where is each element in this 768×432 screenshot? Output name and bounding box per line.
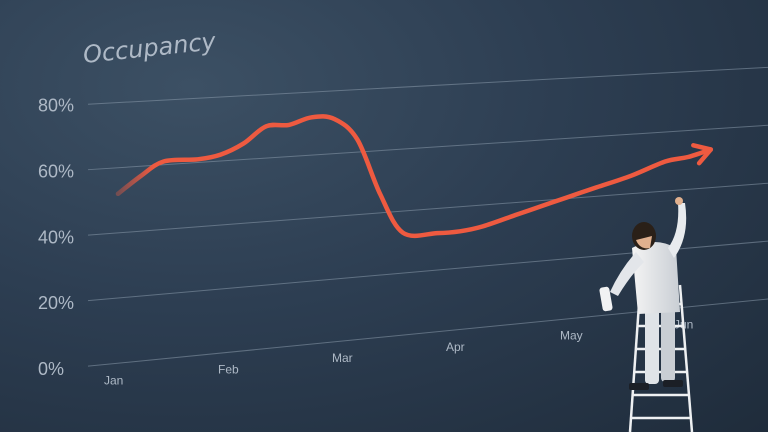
chart-title: Occupancy bbox=[82, 27, 218, 69]
grid-line bbox=[87, 66, 768, 105]
y-tick-label: 60% bbox=[38, 162, 74, 182]
series-layer bbox=[115, 114, 714, 239]
data-point bbox=[310, 115, 314, 119]
data-point bbox=[139, 174, 143, 178]
data-point bbox=[401, 231, 405, 235]
data-point bbox=[241, 141, 245, 145]
x-tick-label: Apr bbox=[446, 340, 465, 354]
data-point bbox=[481, 224, 485, 228]
data-point bbox=[264, 124, 268, 128]
data-point bbox=[116, 192, 120, 196]
data-point bbox=[549, 201, 553, 205]
data-point bbox=[435, 231, 439, 235]
trend-arrowhead bbox=[691, 143, 714, 166]
y-tick-label: 80% bbox=[38, 96, 74, 116]
data-point bbox=[663, 159, 667, 163]
series-line bbox=[115, 114, 714, 239]
x-tick-label: Mar bbox=[332, 351, 353, 365]
x-tick-label: Feb bbox=[218, 362, 239, 376]
painter-figure bbox=[599, 197, 687, 390]
data-point bbox=[161, 159, 165, 163]
data-point bbox=[686, 155, 690, 159]
grid-line bbox=[87, 124, 768, 171]
data-point bbox=[515, 212, 519, 216]
data-point bbox=[332, 117, 336, 121]
x-tick-label: May bbox=[560, 329, 583, 343]
data-point bbox=[572, 193, 576, 197]
data-point bbox=[196, 157, 200, 161]
data-point bbox=[595, 185, 599, 189]
data-point bbox=[287, 123, 291, 127]
data-point bbox=[355, 137, 359, 141]
y-axis-ticks: 0% 20% 40% 60% 80% bbox=[38, 96, 74, 379]
y-tick-label: 0% bbox=[38, 359, 64, 379]
grid-line bbox=[87, 182, 768, 236]
data-point bbox=[218, 152, 222, 156]
person-on-ladder-illustration bbox=[599, 197, 694, 432]
data-point bbox=[378, 192, 382, 196]
y-tick-label: 40% bbox=[38, 227, 74, 247]
data-point bbox=[629, 174, 633, 178]
y-tick-label: 20% bbox=[38, 293, 74, 313]
data-point bbox=[458, 229, 462, 233]
x-tick-label: Jan bbox=[104, 374, 123, 388]
